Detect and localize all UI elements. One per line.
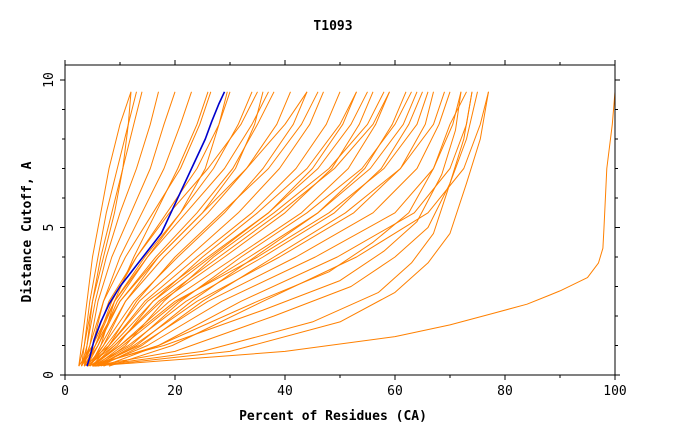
series-line: [83, 91, 368, 367]
series-line: [97, 91, 434, 367]
series-line: [103, 91, 473, 367]
series-line: [89, 91, 209, 367]
series-line-highlight: [86, 91, 226, 367]
series-line: [83, 91, 269, 367]
series-line: [97, 91, 385, 367]
series-line: [92, 91, 357, 367]
series-line: [86, 91, 308, 367]
x-tick-label: 40: [277, 384, 293, 399]
x-tick-label: 60: [387, 384, 403, 399]
series-line: [83, 91, 176, 367]
series-line: [92, 91, 473, 367]
y-tick-label: 5: [42, 224, 57, 232]
series-line: [100, 91, 445, 367]
chart-title: T1093: [313, 19, 352, 34]
series-line: [81, 91, 264, 367]
series-line: [81, 91, 212, 367]
series-line: [97, 91, 418, 367]
series-line: [92, 91, 467, 367]
series-line: [86, 91, 357, 367]
series-line: [92, 290, 561, 367]
series-line: [78, 91, 228, 367]
series-line: [92, 91, 319, 367]
series-line: [86, 91, 462, 367]
series-line: [95, 91, 489, 367]
x-tick-label: 20: [167, 384, 183, 399]
series-line: [81, 91, 159, 367]
series-line: [108, 91, 489, 367]
series-line: [83, 91, 253, 367]
series-line: [559, 91, 616, 292]
y-tick-label: 10: [42, 72, 57, 88]
series-line: [95, 91, 412, 367]
x-tick-label: 100: [603, 384, 626, 399]
plot-frame: [64, 64, 616, 376]
x-axis-title: Percent of Residues (CA): [239, 409, 427, 424]
series-line: [95, 91, 451, 367]
y-tick-label: 0: [42, 371, 57, 379]
series-line: [89, 91, 390, 367]
series-line: [89, 91, 324, 367]
series-line: [92, 91, 429, 367]
x-tick-label: 0: [61, 384, 69, 399]
series-line: [92, 91, 423, 367]
x-tick-label: 80: [497, 384, 513, 399]
series-line: [97, 91, 462, 367]
y-axis-title: Distance Cutoff, A: [20, 161, 35, 302]
series-line: [92, 91, 478, 367]
series-line: [89, 91, 291, 367]
series-layer: [78, 91, 616, 367]
series-line: [86, 91, 390, 367]
series-line: [78, 91, 132, 367]
axes-layer: 0 20 40 60 80 100 0 5 10: [42, 60, 627, 399]
series-line: [78, 91, 132, 367]
